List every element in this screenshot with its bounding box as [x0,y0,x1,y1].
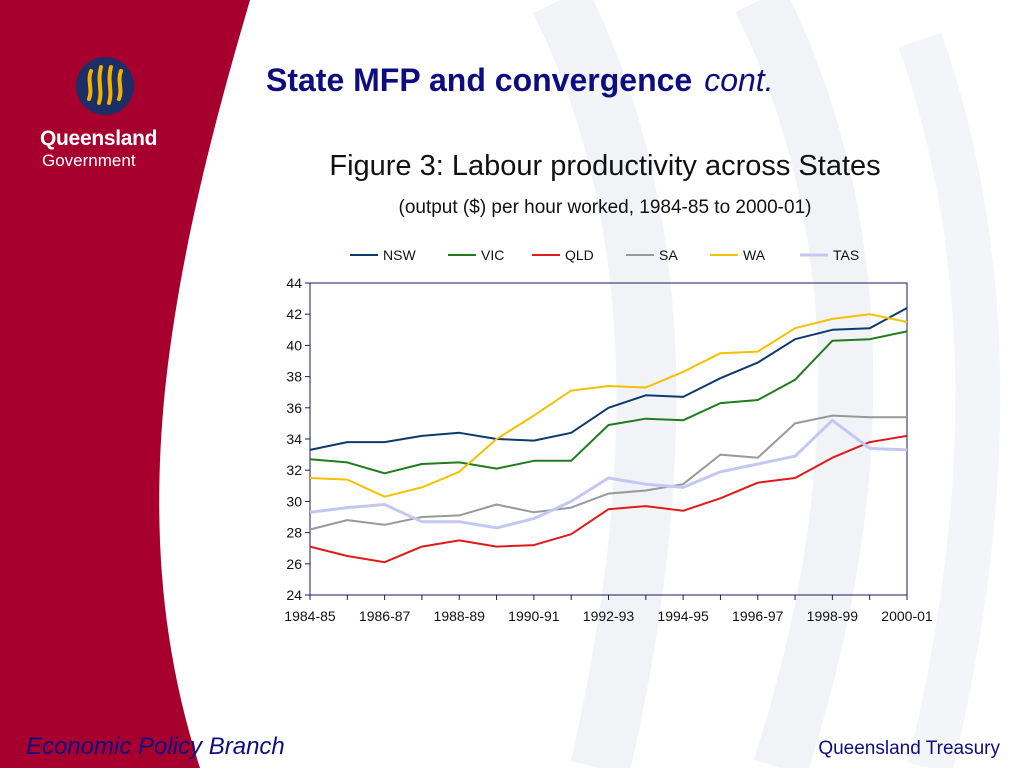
series-line-vic [309,330,908,475]
series-line-nsw [309,307,908,451]
legend-label-tas: TAS [833,247,859,263]
y-tick-label: 36 [286,400,302,416]
series-line-sa [309,414,907,531]
y-tick-label: 24 [286,587,302,603]
labour-productivity-chart: 24 26 28 30 32 34 36 38 40 42 44 1984-85 1986-87 1988… [284,247,933,624]
series-line-tas [309,418,908,530]
legend-label-wa: WA [743,247,766,263]
watermark-curve [898,32,1001,768]
x-tick-label: 1990-91 [508,608,560,624]
footer-treasury: Queensland Treasury [818,738,1000,759]
y-tick-label: 44 [286,275,302,291]
series-line-wa [309,313,908,498]
x-tick-label: 1994-95 [657,608,709,624]
watermark-curve [735,0,874,768]
x-tick-label: 1996-97 [732,608,784,624]
logo-subtitle: Government [42,151,136,170]
x-tick-label: 1992-93 [583,608,635,624]
series-line-qld [309,434,908,564]
y-tick-label: 34 [286,431,302,447]
y-tick-label: 30 [286,493,302,509]
queensland-government-logo: Queensland Government [30,55,170,175]
footer-branch: Economic Policy Branch [26,733,285,760]
x-tick-label: 1984-85 [284,608,336,624]
y-tick-label: 32 [286,462,302,478]
legend-label-sa: SA [659,247,678,263]
slide-title-cont: cont. [704,62,774,98]
slide-title: State MFP and convergence cont. [266,62,774,99]
slide-title-main: State MFP and convergence [266,62,693,98]
legend-label-qld: QLD [565,247,594,263]
x-tick-label: 2000-01 [881,608,933,624]
x-tick-label: 1998-99 [807,608,859,624]
legend-label-nsw: NSW [383,247,416,263]
y-tick-label: 42 [286,306,302,322]
crest-icon [76,57,134,115]
y-tick-label: 38 [286,369,302,385]
maroon-panel [0,0,250,768]
y-tick-label: 28 [286,525,302,541]
figure-subtitle: (output ($) per hour worked, 1984-85 to … [398,197,812,218]
logo-name: Queensland [40,127,158,150]
figure-title: Figure 3: Labour productivity across Sta… [329,150,881,182]
legend-label-vic: VIC [481,247,504,263]
watermark-curve [533,0,677,768]
x-tick-label: 1988-89 [434,608,486,624]
y-tick-label: 26 [286,556,302,572]
y-tick-label: 40 [286,337,302,353]
x-tick-label: 1986-87 [359,608,411,624]
